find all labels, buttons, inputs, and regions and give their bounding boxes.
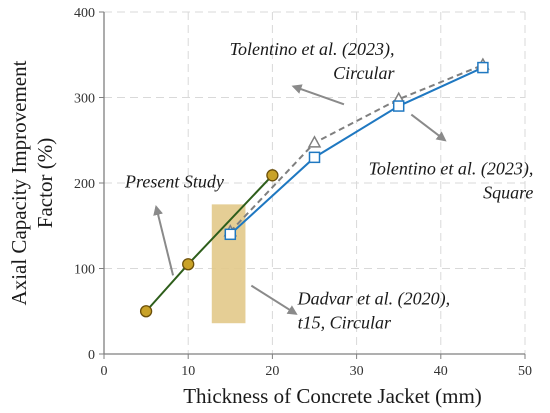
y-tick-label: 100 <box>74 263 95 278</box>
data-point-square <box>308 151 321 164</box>
y-tick-label: 400 <box>74 6 95 21</box>
data-point-square <box>392 100 405 112</box>
data-series <box>139 57 490 318</box>
x-axis-title: Thickness of Concrete Jacket (mm) <box>183 384 482 408</box>
annotations: Tolentino et al. (2023), Circular Tolentin… <box>124 39 533 333</box>
annotation-arrow-dadvar <box>250 284 298 315</box>
x-tick-label: 10 <box>181 364 195 379</box>
annotation-text-circ: Circular <box>333 63 395 83</box>
data-point-circular <box>307 135 322 148</box>
grid-lines <box>104 11 526 354</box>
dadvar-region-rect <box>211 204 246 324</box>
data-point-present <box>266 169 279 182</box>
annotation-text-dadvar: t15, Circular <box>298 312 392 332</box>
y-axis-title-line: Axial Capacity Improvement <box>7 60 31 305</box>
annotation-arrow-circ <box>291 84 345 106</box>
annotation-text-sq: Tolentino et al. (2023), <box>369 158 534 179</box>
x-tick-label: 40 <box>434 364 448 379</box>
y-axis-title: Axial Capacity ImprovementFactor (%) <box>7 60 57 305</box>
annotation-text-circ: Tolentino et al. (2023), <box>230 39 395 60</box>
y-axis-title-line: Factor (%) <box>33 138 57 228</box>
annotation-text-dadvar: Dadvar et al. (2020), <box>297 288 450 309</box>
y-tick-label: 200 <box>74 177 95 192</box>
annotation-arrow-sq <box>410 113 447 142</box>
data-point-present <box>182 258 195 271</box>
data-point-present <box>139 305 153 318</box>
x-tick-label: 20 <box>265 364 279 379</box>
data-point-square <box>224 228 237 241</box>
x-tick-label: 50 <box>518 364 532 379</box>
series-line-square <box>229 66 484 236</box>
x-tick-label: 0 <box>101 364 108 379</box>
annotation-text-present: Present Study <box>124 171 224 191</box>
x-tick-label: 30 <box>350 364 364 379</box>
series-line-circular <box>229 64 484 233</box>
annotation-arrow-present <box>153 204 175 276</box>
highlight-region <box>211 204 246 324</box>
y-tick-label: 300 <box>74 92 95 107</box>
data-point-square <box>477 61 489 74</box>
annotation-text-sq: Square <box>483 182 533 202</box>
plot-axes: 0 10 20 30 40 50 0 100 200 300 400 Thickness of Con… <box>7 6 532 408</box>
y-tick-label: 0 <box>88 348 95 363</box>
